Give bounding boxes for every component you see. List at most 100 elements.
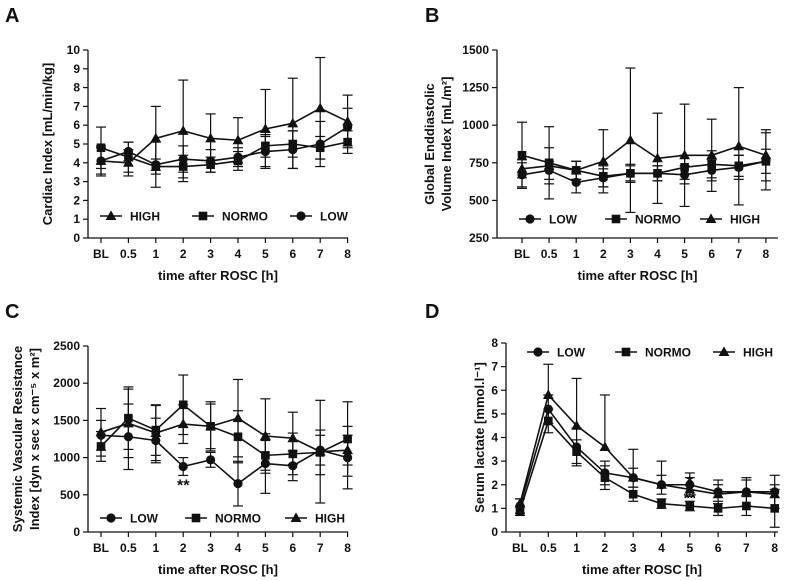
y-tick-label: 250 xyxy=(469,231,489,245)
series-high xyxy=(514,363,781,508)
data-point xyxy=(570,164,582,175)
data-point xyxy=(260,123,271,133)
data-point xyxy=(514,498,526,508)
x-tick-label: 2 xyxy=(180,247,187,261)
x-tick-label: 0.5 xyxy=(120,541,137,555)
data-point xyxy=(543,160,555,170)
data-point xyxy=(177,418,189,429)
data-point xyxy=(571,177,581,187)
data-point xyxy=(713,504,723,513)
data-point xyxy=(95,155,107,165)
x-tick-label: BL xyxy=(93,247,109,261)
x-tick-label: 4 xyxy=(235,541,242,555)
legend-marker-square xyxy=(621,347,631,357)
data-point xyxy=(314,102,326,113)
series-high xyxy=(95,56,353,183)
data-point xyxy=(150,132,162,143)
x-tick-label: 8 xyxy=(344,541,351,555)
y-tick-label: 9 xyxy=(73,62,80,76)
y-tick-label: 5 xyxy=(73,137,80,151)
series-line xyxy=(521,160,767,184)
x-tick-label: BL xyxy=(514,247,530,261)
y-tick-label: 4 xyxy=(491,431,498,445)
panel-label: C xyxy=(5,301,19,323)
series-low xyxy=(517,148,771,194)
x-tick-label: 8 xyxy=(344,247,351,261)
x-tick-label: 6 xyxy=(289,247,296,261)
y-tick-label: 7 xyxy=(73,99,80,113)
y-tick-label: 10 xyxy=(67,43,81,57)
series-line xyxy=(521,154,767,178)
y-tick-label: 0 xyxy=(73,231,80,245)
legend-marker-triangle xyxy=(105,210,117,220)
legend-marker-square xyxy=(611,214,621,224)
x-axis-label: time after ROSC [h] xyxy=(158,562,278,577)
series-line xyxy=(519,393,775,504)
y-tick-label: 1250 xyxy=(462,81,489,95)
x-tick-label: 4 xyxy=(658,541,665,555)
chart-panel-c: C 0 500 1000 1500 2000 2500 BL 0.5 1 2 3 4 5 6 7 8 time a… xyxy=(5,301,353,577)
legend-label-low: LOW xyxy=(320,210,349,224)
data-point xyxy=(679,149,690,160)
x-tick-label: 1 xyxy=(152,247,159,261)
data-point xyxy=(123,417,134,428)
x-tick-label: 1 xyxy=(573,541,580,555)
chart-panel-b: B 250 500 750 1000 1250 1500 BL 0.5 1 2 3 4 5 6 7 8 time … xyxy=(422,5,778,283)
y-axis-label: Serum lactate [mmol.l⁻¹] xyxy=(472,362,487,513)
data-point xyxy=(571,420,582,430)
y-axis-label: Index [dyn x sec x cm⁻⁵ x m²] xyxy=(27,348,42,530)
x-tick-label: 1 xyxy=(152,541,159,555)
data-point xyxy=(232,412,244,423)
legend: HIGH NORMO LOW xyxy=(100,210,349,224)
y-tick-label: 5 xyxy=(491,407,498,421)
legend-label-normo: NORMO xyxy=(222,210,268,224)
data-point xyxy=(741,486,752,496)
x-tick-label: 5 xyxy=(681,247,688,261)
data-point xyxy=(287,117,299,128)
series-low xyxy=(96,107,353,188)
data-point xyxy=(657,499,666,508)
data-point xyxy=(628,489,638,499)
data-point xyxy=(544,416,553,426)
x-tick-label: 7 xyxy=(743,541,750,555)
x-axis-label: time after ROSC [h] xyxy=(158,268,278,283)
data-point xyxy=(706,149,718,160)
data-point xyxy=(542,389,554,399)
data-point xyxy=(232,134,244,145)
x-axis-label: time after ROSC [h] xyxy=(582,562,702,577)
x-tick-label: 6 xyxy=(289,541,296,555)
data-point xyxy=(287,432,299,443)
data-point xyxy=(95,426,107,437)
series-high xyxy=(516,67,772,214)
y-tick-label: 1 xyxy=(73,212,80,226)
y-tick-label: 8 xyxy=(491,336,498,350)
legend-marker-circle xyxy=(533,347,543,357)
y-tick-label: 3 xyxy=(73,175,80,189)
series-line xyxy=(521,139,767,172)
x-tick-label: BL xyxy=(93,541,109,555)
significance-marker: ** xyxy=(684,491,697,508)
data-point xyxy=(742,501,751,511)
legend-marker-circle xyxy=(525,214,535,224)
series-line xyxy=(100,417,348,453)
x-tick-label: 6 xyxy=(708,247,715,261)
data-point xyxy=(205,132,216,143)
y-tick-label: 1500 xyxy=(53,413,80,427)
x-tick-label: 3 xyxy=(207,247,214,261)
x-axis-label: time after ROSC [h] xyxy=(578,268,698,283)
data-point xyxy=(206,160,215,169)
legend-label-normo: NORMO xyxy=(645,346,691,360)
x-tick-label: 5 xyxy=(686,541,693,555)
y-tick-label: 500 xyxy=(469,193,489,207)
series-low xyxy=(515,394,780,514)
data-point xyxy=(205,420,216,431)
data-point xyxy=(178,461,188,472)
y-tick-label: 750 xyxy=(469,156,489,170)
x-tick-label: 1 xyxy=(573,247,580,261)
x-tick-label: 5 xyxy=(262,541,269,555)
data-point xyxy=(656,479,667,489)
data-point xyxy=(733,140,745,151)
panel-label: B xyxy=(425,5,439,27)
x-tick-label: BL xyxy=(512,541,528,555)
data-point xyxy=(770,504,779,513)
